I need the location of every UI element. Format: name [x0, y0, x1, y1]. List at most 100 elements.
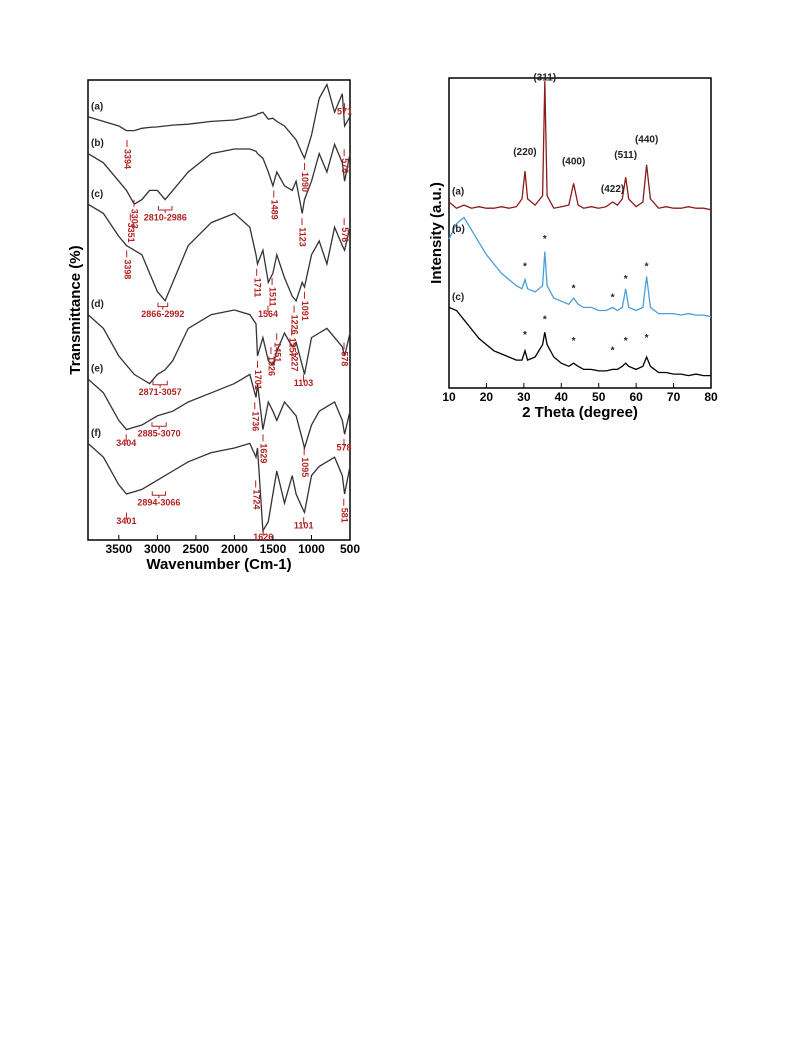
series-label: (b) [452, 224, 465, 235]
series-label: (a) [91, 101, 103, 112]
annotation: 1090 [300, 172, 310, 192]
series-line [448, 306, 711, 377]
x-tick-label: 1000 [298, 542, 325, 556]
annotation: * [543, 234, 547, 245]
annotation: 1103 [294, 378, 314, 388]
annotation: * [611, 293, 615, 304]
annotation: 576 [340, 158, 350, 173]
annotation: 1511 [268, 287, 278, 307]
annotation: 2810-2986 [144, 212, 187, 222]
range-brace [152, 380, 168, 388]
annotation: * [572, 336, 576, 347]
range-brace [157, 206, 173, 213]
x-tick-label: 40 [555, 390, 569, 404]
chart: 10 20 30 40 50 60 70 80 2 Theta (degree) Intensit… [428, 73, 718, 421]
annotation: 1095 [300, 457, 310, 477]
annotation: (220) [513, 147, 536, 158]
series-label: (e) [91, 364, 103, 375]
plot-frame [448, 77, 712, 389]
annotation: 3303 [130, 209, 140, 229]
annotation: 571 [337, 107, 352, 117]
x-tick-label: 1500 [260, 542, 287, 556]
annotation: 1564 [258, 309, 278, 319]
series-line [448, 216, 712, 318]
series-label: (a) [452, 187, 464, 198]
annotation: 1724 [251, 489, 261, 509]
x-tick-label: 70 [667, 390, 681, 404]
series-label: (d) [91, 299, 104, 310]
series-label: (b) [91, 138, 104, 149]
annotation: 1736 [250, 411, 260, 431]
annotation: (311) [533, 73, 556, 84]
x-tick-label: 3000 [144, 542, 171, 556]
annotation: 1101 [294, 521, 314, 531]
series-line [87, 373, 351, 451]
annotation: 1711 [252, 278, 262, 298]
x-tick-label: 500 [340, 542, 360, 556]
annotation: 1701 [253, 370, 263, 390]
range-brace [151, 422, 167, 430]
annotation: 1227 [290, 351, 300, 371]
annotation: 1629 [259, 443, 269, 463]
series-line [87, 203, 351, 303]
x-tick-label: 30 [517, 390, 531, 404]
series-line [448, 81, 712, 211]
annotation: 578 [336, 442, 351, 452]
x-tick-label: 20 [480, 390, 494, 404]
annotation: 581 [339, 508, 349, 523]
annotation: 2871-3057 [139, 387, 182, 397]
annotation: (511) [614, 150, 637, 161]
annotation: 1451 [272, 342, 282, 362]
annotation: 1123 [298, 227, 308, 247]
x-tick-label: 10 [442, 390, 456, 404]
series-line [87, 309, 351, 385]
y-axis-label: Intensity (a.u.) [428, 182, 445, 284]
annotation: * [523, 330, 527, 341]
annotation: * [645, 333, 649, 344]
series-line [87, 142, 351, 214]
series-line [87, 442, 351, 533]
annotation: 2894-3066 [137, 498, 180, 508]
x-tick-label: 80 [704, 390, 718, 404]
annotation: * [572, 283, 576, 294]
range-brace [157, 302, 169, 310]
annotation: * [523, 262, 527, 273]
annotation: 1091 [300, 301, 310, 321]
series-line [87, 82, 351, 160]
x-tick-label: 3500 [105, 542, 132, 556]
annotation: (422) [601, 184, 624, 195]
range-brace [151, 491, 167, 499]
x-tick-label: 50 [592, 390, 606, 404]
y-axis-label: Transmittance (%) [67, 245, 84, 374]
annotation: (400) [562, 156, 585, 167]
annotation: 3401 [116, 516, 136, 526]
annotation: 1257 [287, 338, 297, 358]
annotation: * [624, 274, 628, 285]
annotation: * [624, 336, 628, 347]
annotation: * [645, 262, 649, 273]
annotation: 1226 [290, 315, 300, 335]
annotation: 576 [340, 227, 350, 242]
x-axis-label: Wavenumber (Cm-1) [146, 556, 291, 573]
annotation: 1526 [267, 356, 277, 376]
annotation: 2885-3070 [138, 429, 181, 439]
annotation: 578 [340, 351, 350, 366]
plot-frame [87, 79, 351, 541]
annotation: 2866-2992 [141, 309, 184, 319]
series-label: (c) [452, 292, 464, 303]
x-tick-label: 60 [629, 390, 643, 404]
x-tick-label: 2500 [183, 542, 210, 556]
annotation: 3351 [126, 223, 136, 243]
chart: 3500 3000 2500 2000 1500 1000 500 Wavenumber (C… [67, 79, 360, 573]
annotation: 3398 [122, 259, 132, 279]
series-label: (f) [91, 428, 101, 439]
annotation: * [611, 345, 615, 356]
x-axis-label: 2 Theta (degree) [522, 404, 638, 421]
x-tick-label: 2000 [221, 542, 248, 556]
annotation: 1489 [269, 200, 279, 220]
annotation: (440) [635, 135, 658, 146]
annotation: * [543, 314, 547, 325]
annotation: 3394 [123, 149, 133, 169]
